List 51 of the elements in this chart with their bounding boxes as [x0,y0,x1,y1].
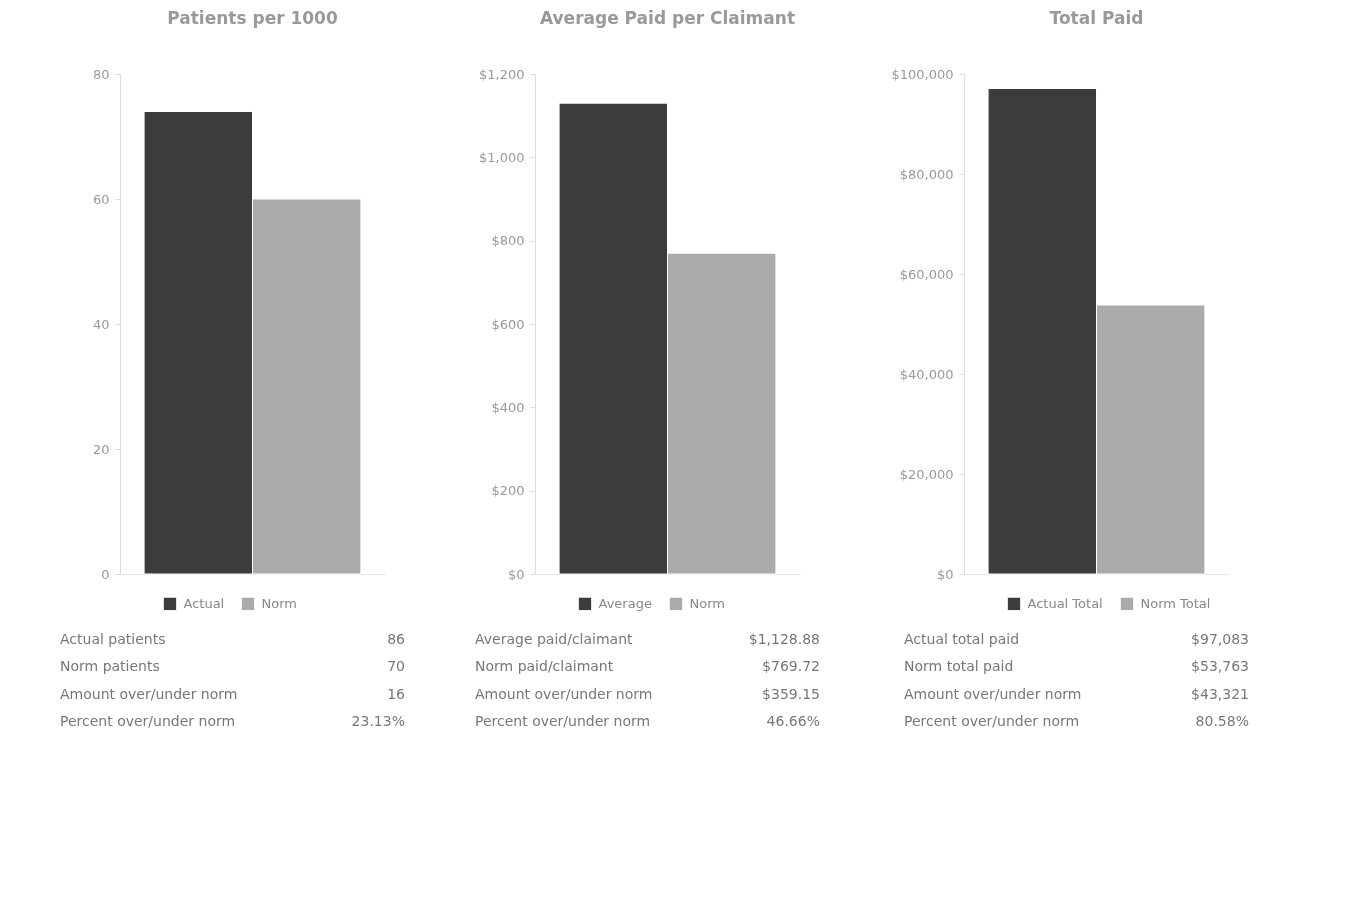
y-tick-label: $600 [491,316,525,332]
y-tick-label: $200 [491,483,525,499]
text: 46.66% [766,713,820,730]
text: Percent over/under norm [904,713,1080,730]
y-tick-label: $0 [936,566,954,582]
y-tick-label: $20,000 [899,466,954,482]
text: Average paid/claimant [475,630,634,647]
y-tick-label: $0 [507,566,525,582]
text: $43,321 [1191,685,1249,702]
text: 16 [387,685,406,702]
y-tick-label: 0 [101,566,110,582]
text: Amount over/under norm [475,685,653,702]
text: 80.58% [1195,713,1249,730]
y-tick-label: 60 [92,191,110,207]
legend-label: Norm Total [1140,595,1211,611]
y-tick-label: $40,000 [899,366,954,382]
y-tick-label: 80 [92,66,110,82]
text: Actual total paid [904,630,1020,647]
legend-label: Norm [689,595,725,611]
text: Norm paid/claimant [475,658,614,675]
legend-label: Norm [261,595,297,611]
y-tick-label: $60,000 [899,266,954,282]
text: Amount over/under norm [904,685,1082,702]
text: $359.15 [762,685,820,702]
text: Percent over/under norm [475,713,651,730]
chart-title: Patients per 1000 [167,8,338,28]
text: Percent over/under norm [60,713,236,730]
legend-label: Actual Total [1027,595,1103,611]
y-tick-label: $80,000 [899,166,954,182]
y-tick-label: $1,200 [479,66,525,82]
text: Actual patients [60,630,166,647]
legend-label: Average [598,595,652,611]
y-tick-label: $400 [491,399,525,415]
text: 70 [387,658,405,675]
text: 86 [387,630,406,647]
text: $97,083 [1191,630,1249,647]
text: Amount over/under norm [60,685,238,702]
y-tick-label: $100,000 [891,66,954,82]
y-tick-label: 20 [92,441,110,457]
text: 23.13% [351,713,405,730]
y-tick-label: $1,000 [479,149,525,165]
text: $1,128.88 [748,630,820,647]
y-tick-label: $800 [491,233,525,249]
text: $53,763 [1191,658,1249,675]
text: Norm total paid [904,658,1014,675]
legend-label: Actual [183,595,225,611]
text: $769.72 [762,658,820,675]
chart-title: Total Paid [1049,8,1144,28]
text: Norm patients [60,658,160,675]
y-tick-label: 40 [92,316,110,332]
chart-title: Average Paid per Claimant [539,8,796,28]
